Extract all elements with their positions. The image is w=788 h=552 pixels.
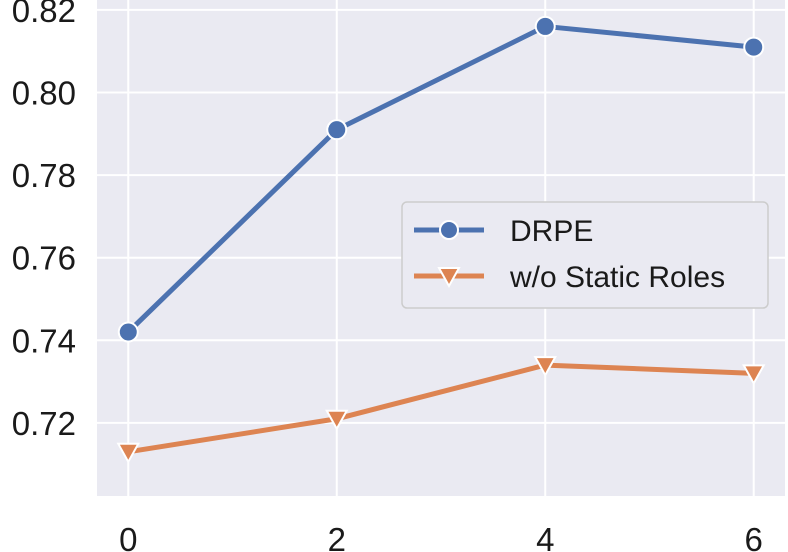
y-tick-label: 0.72: [12, 405, 76, 442]
x-tick-label: 2: [328, 521, 346, 552]
y-tick-label: 0.76: [12, 240, 76, 277]
legend-label-wo-static-roles: w/o Static Roles: [509, 261, 725, 294]
y-tick-label: 0.80: [12, 75, 76, 112]
series-line-drpe: [125, 23, 757, 335]
series-layer: [116, 15, 766, 464]
data-point-w-o-static-roles: [742, 364, 766, 386]
data-point-w-o-static-roles: [533, 356, 557, 378]
series-drpe: [117, 15, 765, 343]
x-tick-labels: 0 2 4 6: [119, 521, 763, 552]
series-w-o-static-roles: [116, 356, 766, 464]
data-point-w-o-static-roles: [325, 409, 349, 431]
data-point-drpe: [326, 119, 348, 141]
data-point-drpe: [534, 15, 556, 37]
legend-marker-drpe: [439, 220, 459, 240]
legend: DRPE w/o Static Roles: [401, 201, 769, 309]
y-tick-labels: 0.72 0.74 0.76 0.78 0.80 0.82: [12, 0, 76, 442]
x-tick-label: 6: [745, 521, 763, 552]
series-line-w-o-static-roles: [125, 362, 757, 455]
data-point-drpe: [117, 321, 139, 343]
data-point-drpe: [743, 36, 765, 58]
legend-label-drpe: DRPE: [510, 215, 593, 248]
y-tick-label: 0.78: [12, 157, 76, 194]
data-point-w-o-static-roles: [116, 442, 140, 464]
legend-box: [401, 201, 769, 309]
x-tick-label: 0: [119, 521, 137, 552]
x-tick-label: 4: [536, 521, 554, 552]
y-tick-label: 0.74: [12, 322, 76, 359]
legend-marker-wo-static-roles: [437, 267, 461, 289]
y-tick-label: 0.82: [12, 0, 76, 29]
